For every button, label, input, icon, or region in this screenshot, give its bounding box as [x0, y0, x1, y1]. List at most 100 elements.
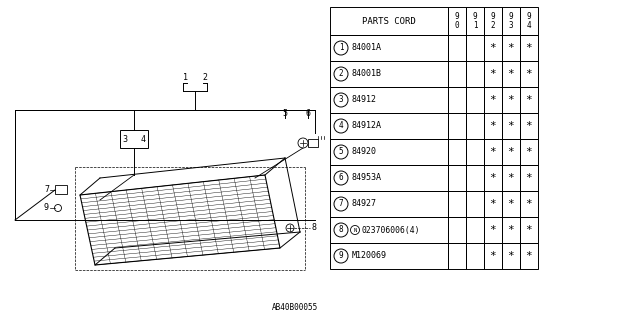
Text: *: *	[525, 199, 532, 209]
Bar	[448, 113, 466, 139]
Bar	[308, 139, 318, 147]
Text: *: *	[490, 251, 497, 261]
Bar	[484, 165, 502, 191]
Bar	[484, 243, 502, 269]
Bar	[448, 61, 466, 87]
Text: *: *	[525, 173, 532, 183]
Text: *: *	[525, 251, 532, 261]
Text: 9: 9	[44, 204, 49, 212]
Text: 6: 6	[305, 108, 310, 117]
Bar	[330, 217, 448, 243]
Bar	[520, 7, 538, 35]
Bar	[466, 165, 484, 191]
Bar	[448, 139, 466, 165]
Text: 9
4: 9 4	[527, 12, 531, 30]
Text: 9
1: 9 1	[473, 12, 477, 30]
Bar	[466, 87, 484, 113]
Text: *: *	[490, 225, 497, 235]
Text: *: *	[508, 199, 515, 209]
Bar	[466, 7, 484, 35]
Text: 7: 7	[44, 186, 49, 195]
Bar	[502, 217, 520, 243]
Bar	[55, 185, 67, 194]
Bar	[520, 61, 538, 87]
Bar	[466, 139, 484, 165]
Text: *: *	[490, 43, 497, 53]
Text: 2: 2	[202, 74, 207, 83]
Text: 2: 2	[339, 69, 343, 78]
Bar	[466, 243, 484, 269]
Text: *: *	[508, 147, 515, 157]
Text: 8: 8	[312, 223, 317, 233]
Text: 9: 9	[339, 252, 343, 260]
Text: *: *	[490, 147, 497, 157]
Bar	[520, 243, 538, 269]
Bar	[448, 87, 466, 113]
Bar	[448, 7, 466, 35]
Bar	[502, 139, 520, 165]
Text: 1: 1	[339, 44, 343, 52]
Bar	[520, 35, 538, 61]
Text: *: *	[508, 95, 515, 105]
Text: 84912: 84912	[352, 95, 377, 105]
Bar	[484, 35, 502, 61]
Text: 5: 5	[339, 148, 343, 156]
Bar	[520, 113, 538, 139]
Text: *: *	[508, 43, 515, 53]
Text: 84920: 84920	[352, 148, 377, 156]
Bar	[466, 61, 484, 87]
Text: 3: 3	[339, 95, 343, 105]
Text: 84912A: 84912A	[352, 122, 382, 131]
Text: 6: 6	[339, 173, 343, 182]
Bar	[502, 7, 520, 35]
Bar	[520, 139, 538, 165]
Text: 7: 7	[339, 199, 343, 209]
Text: 023706006(4): 023706006(4)	[361, 226, 419, 235]
Bar	[484, 217, 502, 243]
Text: *: *	[508, 69, 515, 79]
Text: 84001B: 84001B	[352, 69, 382, 78]
Text: *: *	[525, 147, 532, 157]
Text: 84927: 84927	[352, 199, 377, 209]
Bar	[484, 87, 502, 113]
Text: 8: 8	[339, 226, 343, 235]
Text: *: *	[490, 95, 497, 105]
Bar	[330, 191, 448, 217]
Bar	[448, 243, 466, 269]
Text: *: *	[525, 225, 532, 235]
Bar	[502, 61, 520, 87]
Bar	[520, 87, 538, 113]
Text: PARTS CORD: PARTS CORD	[362, 17, 416, 26]
Text: *: *	[508, 173, 515, 183]
Bar	[502, 87, 520, 113]
Text: AB40B00055: AB40B00055	[272, 303, 318, 312]
Text: *: *	[525, 69, 532, 79]
Text: 5: 5	[282, 108, 287, 117]
Bar	[330, 165, 448, 191]
Bar	[448, 217, 466, 243]
Bar	[330, 243, 448, 269]
Bar	[484, 113, 502, 139]
Text: 4: 4	[141, 134, 145, 143]
Text: 9
2: 9 2	[491, 12, 495, 30]
Bar	[330, 113, 448, 139]
Bar	[502, 165, 520, 191]
Text: 4: 4	[339, 122, 343, 131]
Text: 84001A: 84001A	[352, 44, 382, 52]
Bar	[520, 165, 538, 191]
Text: 9
3: 9 3	[509, 12, 513, 30]
Text: 3: 3	[122, 134, 127, 143]
Text: *: *	[525, 95, 532, 105]
Bar	[502, 35, 520, 61]
Text: *: *	[490, 173, 497, 183]
Bar	[466, 113, 484, 139]
Text: *: *	[508, 225, 515, 235]
Bar	[466, 191, 484, 217]
Bar	[448, 191, 466, 217]
Bar	[502, 243, 520, 269]
Bar	[448, 165, 466, 191]
Text: M120069: M120069	[352, 252, 387, 260]
Bar	[484, 61, 502, 87]
Bar	[330, 139, 448, 165]
Bar	[330, 61, 448, 87]
